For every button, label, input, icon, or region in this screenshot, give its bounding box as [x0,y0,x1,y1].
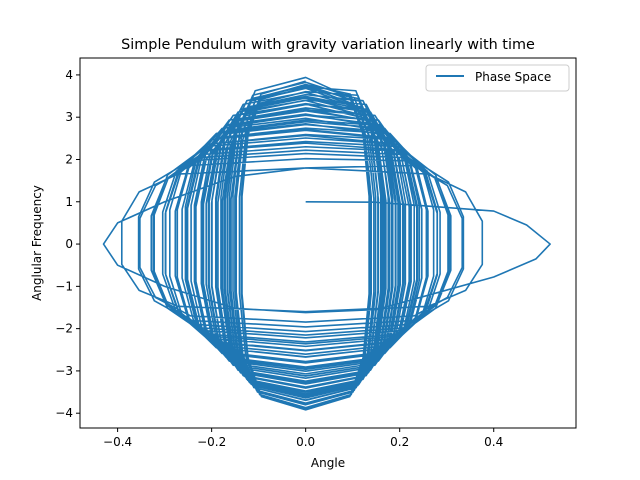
y-tick-label: −1 [55,279,73,293]
legend: Phase Space [425,64,570,92]
y-tick-label: 4 [65,68,73,82]
legend-label-phase-space: Phase Space [475,70,551,84]
plot-frame [79,57,577,429]
y-axis: −4 −3 −2 −1 0 1 2 3 4 [55,68,80,420]
y-tick-label: 3 [65,110,73,124]
y-tick-label: −4 [55,406,73,420]
x-tick-label: 0.0 [296,435,315,449]
y-tick-label: 1 [65,195,73,209]
y-tick-label: −2 [55,322,73,336]
y-tick-label: −3 [55,364,73,378]
x-tick-label: 0.2 [390,435,409,449]
x-tick-label: 0.4 [484,435,503,449]
series-group [102,76,551,411]
x-tick-label: −0.2 [197,435,226,449]
y-tick-label: 2 [65,152,73,166]
legend-box [425,64,570,92]
series-line-phase-space [102,76,551,411]
y-tick-label: 0 [65,237,73,251]
x-axis-label: Angle [311,456,345,470]
x-tick-label: −0.4 [103,435,132,449]
chart-title: Simple Pendulum with gravity variation l… [121,37,535,53]
x-axis: −0.4 −0.2 0.0 0.2 0.4 [103,428,503,449]
y-axis-label: Anglular Frequency [30,185,44,301]
